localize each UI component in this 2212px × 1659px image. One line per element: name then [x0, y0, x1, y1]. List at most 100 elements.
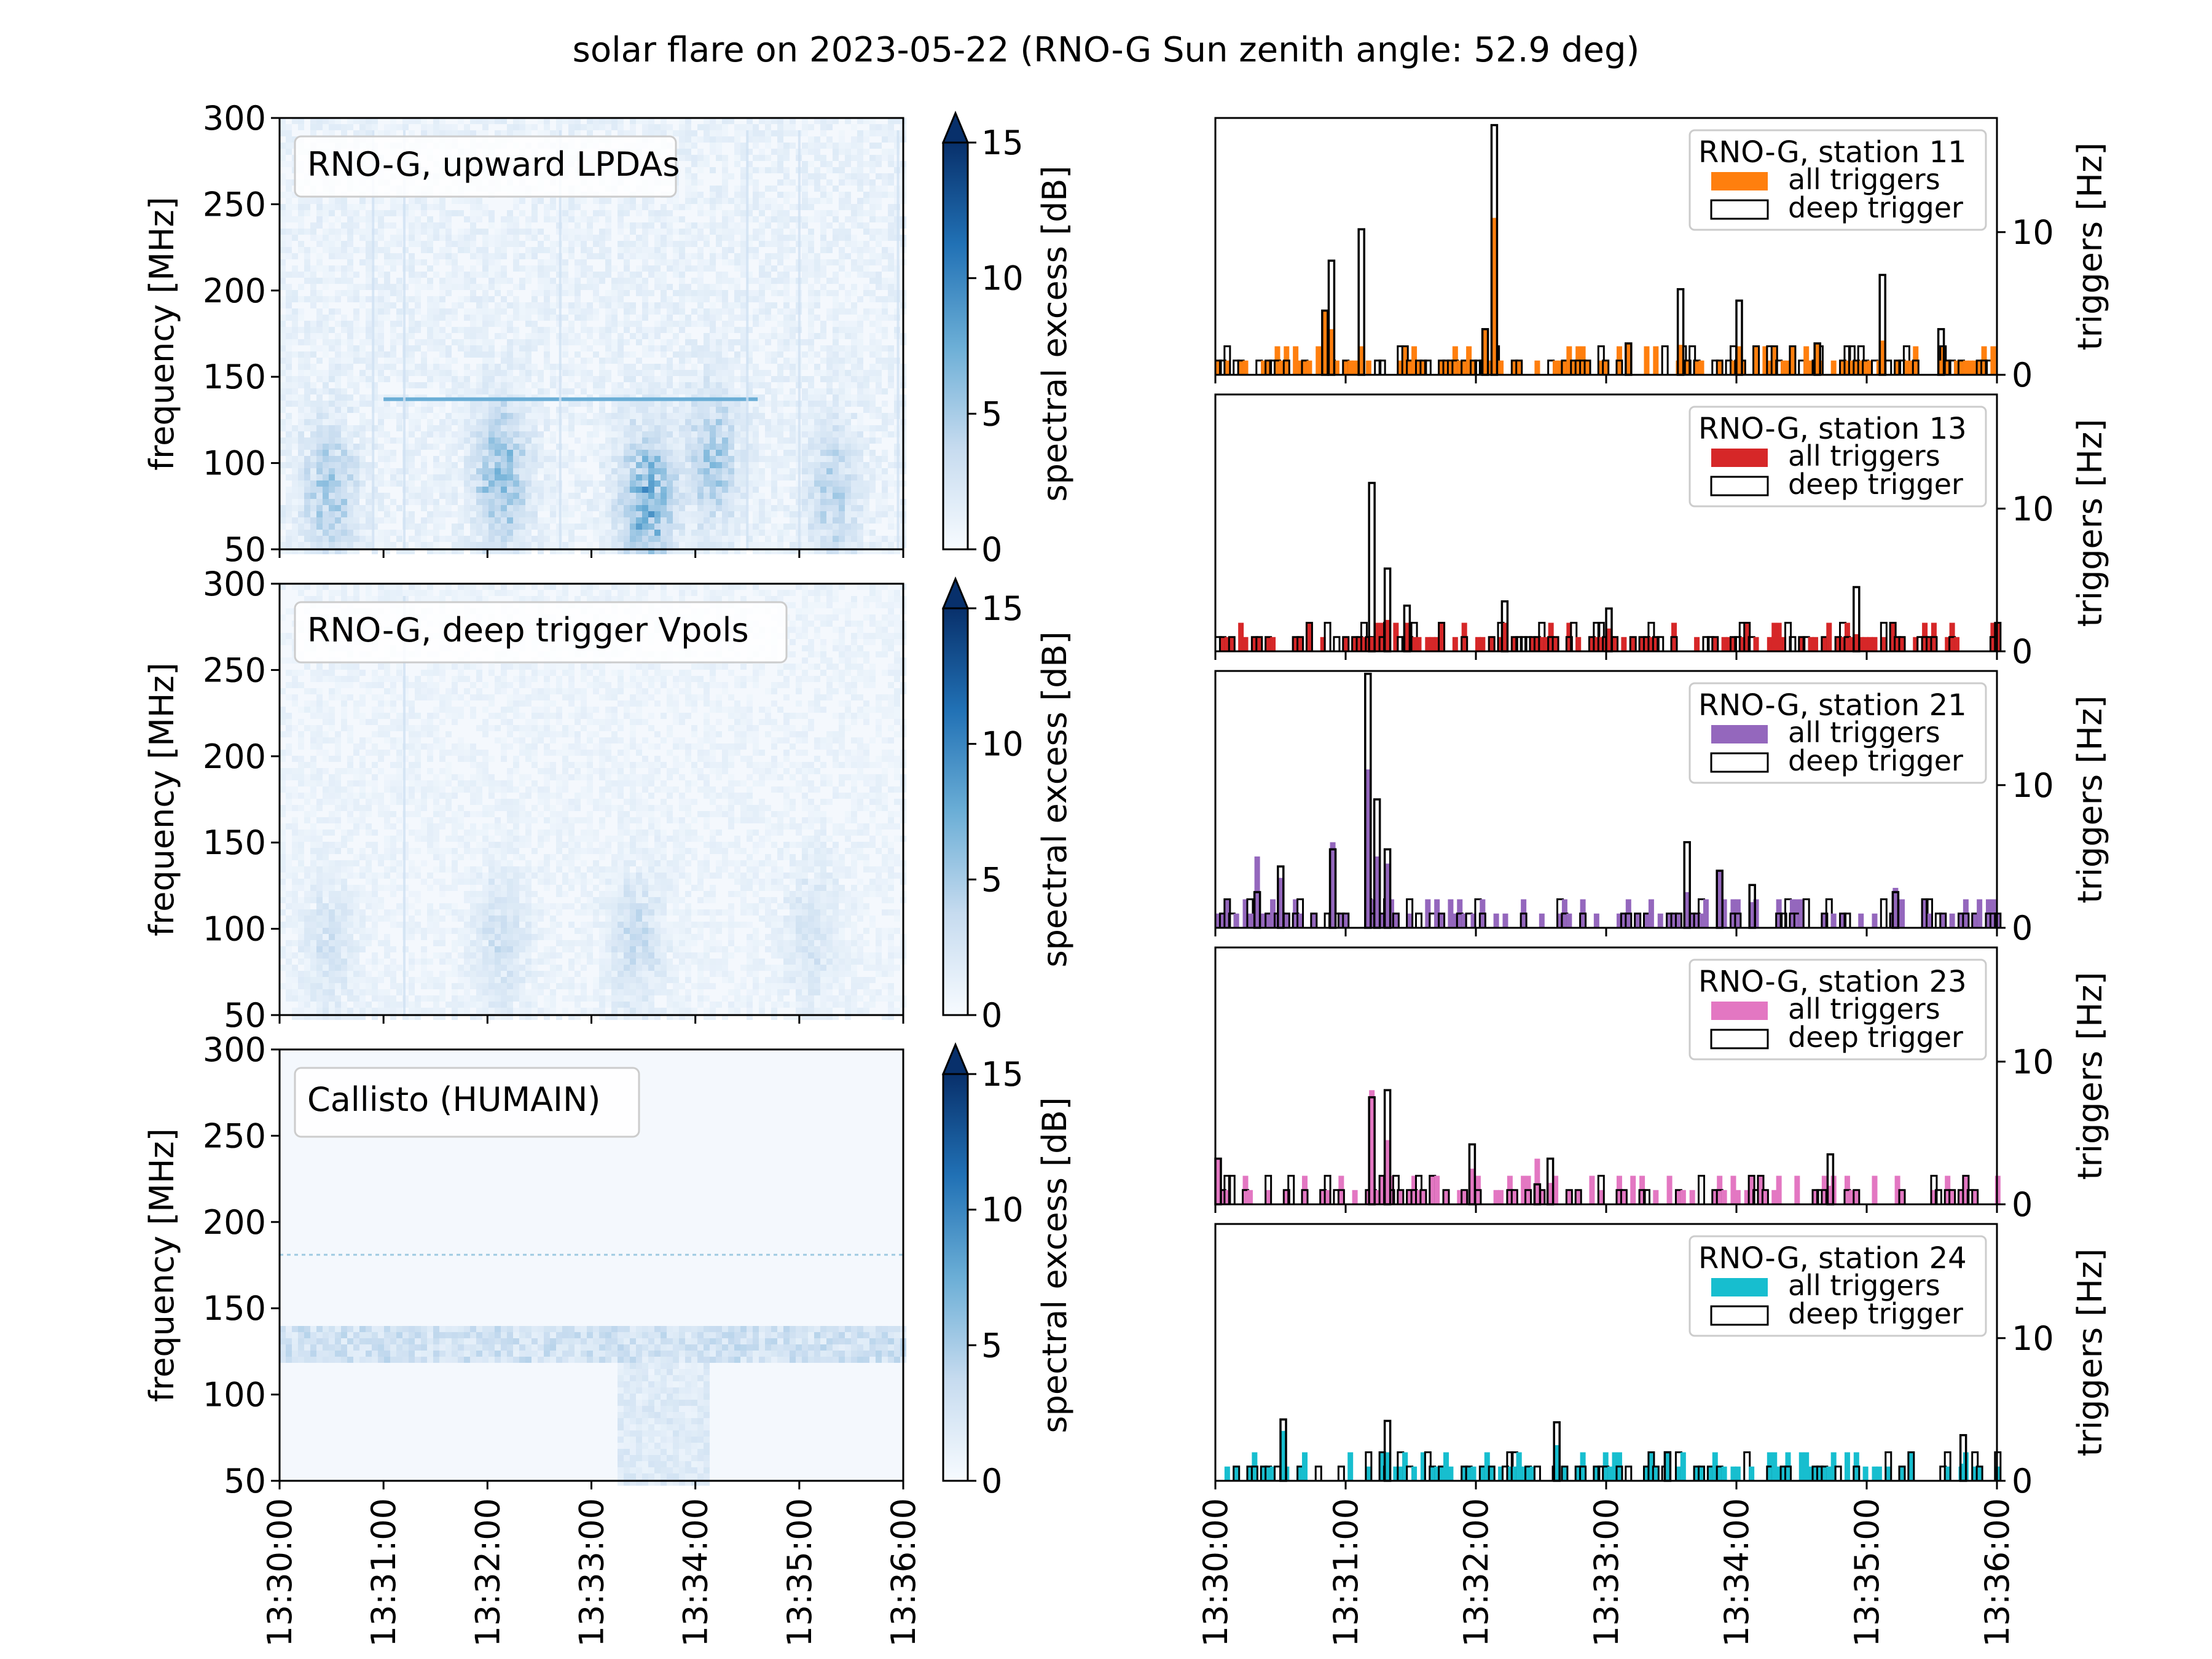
spectrogram-cell [753, 278, 759, 284]
spectrogram-cell [851, 462, 857, 468]
spectrogram-cell [814, 437, 820, 444]
spectrogram-cell [611, 321, 618, 327]
spectrogram-cell [888, 259, 894, 265]
spectrogram-cell [575, 493, 581, 499]
spectrogram-cell [624, 308, 630, 315]
spectrogram-cell [685, 493, 691, 499]
spectrogram-cell [734, 265, 740, 272]
spectrogram-cell [826, 278, 833, 284]
spectrogram-cell [488, 118, 495, 124]
spectrogram-cell [538, 407, 544, 413]
spectrogram-cell [648, 425, 654, 431]
spectrogram-cell [599, 210, 605, 216]
spectrogram-cell [857, 265, 863, 272]
spectrogram-cell [476, 351, 482, 358]
spectrogram-cell [353, 487, 359, 493]
spectrogram-cell [636, 370, 642, 376]
spectrogram-cell [280, 259, 286, 265]
spectrogram-cell [851, 480, 857, 487]
spectrogram-cell [863, 345, 869, 351]
spectrogram-cell [593, 419, 599, 425]
spectrogram-cell [599, 413, 605, 419]
spectrogram-cell [538, 284, 544, 290]
spectrogram-cell [329, 235, 335, 241]
spectrogram-cell [415, 407, 421, 413]
spectrogram-cell [759, 505, 765, 511]
spectrogram-cell [525, 339, 531, 345]
spectrogram-cell [697, 167, 704, 173]
spectrogram-cell [863, 499, 869, 505]
spectrogram-cell [519, 241, 525, 247]
spectrogram-cell [464, 407, 470, 413]
spectrogram-cell [421, 370, 427, 376]
spectrogram-cell [618, 413, 624, 419]
spectrogram-cell [882, 425, 888, 431]
spectrogram-cell [329, 130, 335, 136]
spectrogram-cell [777, 130, 783, 136]
spectrogram-cell [323, 229, 329, 235]
spectrogram-cell [519, 376, 525, 382]
spectrogram-cell [679, 241, 685, 247]
spectrogram-cell [777, 308, 783, 315]
spectrogram-cell [624, 505, 630, 511]
spectrogram-cell [722, 333, 728, 339]
spectrogram-cell [280, 222, 286, 229]
spectrogram-cell [679, 296, 685, 302]
spectrogram-cell [292, 456, 298, 462]
spectrogram-cell [359, 480, 366, 487]
spectrogram-cell [286, 437, 292, 444]
spectrogram-cell [716, 480, 722, 487]
spectrogram-cell [415, 382, 421, 388]
spectrogram-cell [691, 173, 697, 179]
spectrogram-cell [593, 431, 599, 437]
spectrogram-cell [882, 480, 888, 487]
spectrogram-cell [513, 130, 519, 136]
spectrogram-cell [814, 265, 820, 272]
spectrogram-cell [396, 333, 402, 339]
spectrogram-cell [531, 493, 538, 499]
spectrogram-cell [476, 118, 482, 124]
spectrogram-cell [673, 462, 679, 468]
spectrogram-cell [476, 407, 482, 413]
spectrogram-cell [697, 505, 704, 511]
spectrogram-cell [329, 204, 335, 210]
spectrogram-cell [759, 480, 765, 487]
spectrogram-cell [335, 118, 341, 124]
spectrogram-cell [507, 235, 513, 241]
spectrogram-cell [470, 499, 476, 505]
spectrogram-cell [304, 474, 310, 480]
spectrogram-cell [679, 155, 685, 161]
spectrogram-cell [648, 351, 654, 358]
spectrogram-cell [310, 462, 316, 468]
spectrogram-cell [648, 272, 654, 278]
spectrogram-cell [445, 511, 452, 517]
spectrogram-cell [310, 370, 316, 376]
spectrogram-cell [335, 278, 341, 284]
spectrogram-cell [888, 192, 894, 198]
spectrogram-cell [722, 173, 728, 179]
spectrogram-cell [488, 351, 495, 358]
spectrogram-cell [882, 130, 888, 136]
spectrogram-cell [304, 487, 310, 493]
spectrogram-cell [648, 487, 654, 493]
spectrogram-cell [771, 278, 777, 284]
spectrogram-cell [759, 302, 765, 308]
spectrogram-cell [783, 333, 790, 339]
spectrogram-cell [439, 345, 445, 351]
spectrogram-cell [673, 487, 679, 493]
spectrogram-cell [747, 241, 753, 247]
spectrogram-cell [335, 419, 341, 425]
spectrogram-cell [869, 198, 876, 204]
spectrogram-cell [464, 247, 470, 253]
spectrogram-cell [421, 462, 427, 468]
spectrogram-cell [402, 118, 409, 124]
spectrogram-cell [808, 136, 814, 143]
spectrogram-cell [445, 474, 452, 480]
spectrogram-cell [298, 204, 304, 210]
spectrogram-cell [667, 444, 673, 450]
spectrogram-cell [802, 118, 808, 124]
spectrogram-cell [747, 450, 753, 456]
spectrogram-cell [427, 315, 433, 321]
spectrogram-cell [808, 173, 814, 179]
spectrogram-cell [335, 401, 341, 407]
